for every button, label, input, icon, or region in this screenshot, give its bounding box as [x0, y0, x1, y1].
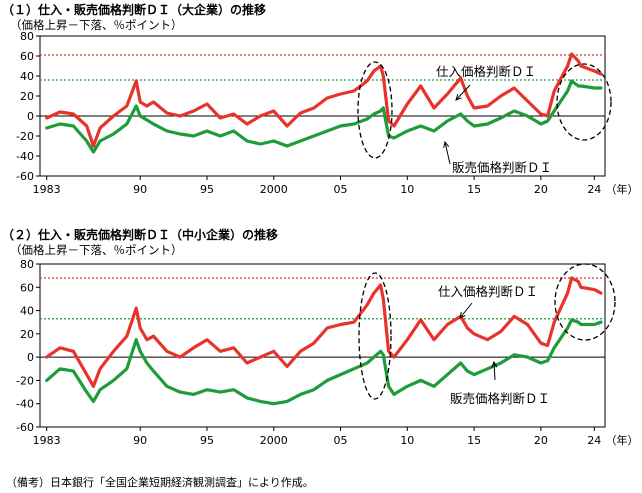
x-axis-label: （年）: [606, 182, 639, 196]
x-tick-label: 95: [200, 183, 214, 196]
series-line-purchase: [45, 276, 603, 388]
annotation-sales: 販売価格判断ＤＩ: [452, 160, 552, 175]
arrow-head: [443, 140, 450, 148]
annotation-purchase: 仕入価格判断ＤＩ: [436, 64, 536, 79]
y-tick-label: 60: [20, 50, 34, 63]
x-tick-label: 05: [334, 434, 348, 447]
arrow-head: [455, 94, 462, 101]
y-tick-label: -40: [16, 150, 34, 163]
panel-2-subtitle: （価格上昇－下落、％ポイント）: [10, 243, 183, 257]
y-tick-label: -60: [16, 170, 34, 183]
annotation-purchase: 仕入価格判断ＤＩ: [438, 284, 538, 299]
y-tick-label: 0: [27, 351, 34, 364]
highlight-ellipse: [556, 63, 612, 141]
y-tick-label: -20: [16, 374, 34, 387]
plot-frame: [39, 35, 606, 177]
x-tick-label: 90: [133, 183, 147, 196]
x-tick-label: 05: [334, 183, 348, 196]
x-tick-label: 10: [400, 434, 414, 447]
y-tick-label: 60: [20, 281, 34, 294]
y-tick-label: 20: [20, 90, 34, 103]
plot-frame: [39, 263, 606, 428]
series-line-sales: [45, 318, 603, 406]
panel-1-subtitle: （価格上昇－下落、％ポイント）: [10, 18, 183, 32]
y-tick-label: -40: [16, 398, 34, 411]
y-tick-label: -60: [16, 421, 34, 434]
x-tick-label: 24: [587, 434, 601, 447]
panel-2-title: （２）仕入・販売価格判断ＤＩ（中小企業）の推移: [2, 228, 279, 242]
x-tick-label: 20: [534, 434, 548, 447]
series-line-sales: [45, 79, 603, 154]
x-tick-label: 2000: [260, 434, 288, 447]
x-tick-label: 1983: [33, 434, 61, 447]
arrow-head: [459, 312, 466, 319]
x-tick-label: 1983: [33, 183, 61, 196]
y-tick-label: 40: [20, 70, 34, 83]
annotation-sales: 販売価格判断ＤＩ: [450, 391, 550, 406]
y-tick-label: -20: [16, 130, 34, 143]
highlight-ellipse: [357, 61, 393, 159]
panel-1-title: （１）仕入・販売価格判断ＤＩ（大企業）の推移: [2, 3, 267, 17]
x-tick-label: 24: [587, 183, 601, 196]
x-axis-label: （年）: [606, 433, 639, 447]
annotation-arrow: [455, 84, 471, 101]
x-tick-label: 2000: [260, 183, 288, 196]
x-tick-label: 90: [133, 434, 147, 447]
annotation-arrow: [459, 302, 473, 319]
x-tick-label: 20: [534, 183, 548, 196]
x-tick-label: 95: [200, 434, 214, 447]
y-tick-label: 0: [27, 110, 34, 123]
x-tick-label: 15: [467, 434, 481, 447]
arrow-head: [491, 360, 498, 368]
x-tick-label: 15: [467, 183, 481, 196]
annotation-arrow: [493, 361, 496, 381]
y-tick-label: 20: [20, 328, 34, 341]
x-tick-label: 10: [400, 183, 414, 196]
y-tick-label: 40: [20, 305, 34, 318]
highlight-ellipse: [358, 272, 392, 400]
annotation-arrow: [444, 141, 451, 165]
highlight-ellipse: [554, 263, 616, 341]
y-tick-label: 80: [20, 30, 34, 43]
series-line-purchase: [45, 52, 603, 148]
source-note: （備考）日本銀行「全国企業短期経済観測調査」により作成。: [6, 476, 314, 489]
y-tick-label: 80: [20, 258, 34, 271]
